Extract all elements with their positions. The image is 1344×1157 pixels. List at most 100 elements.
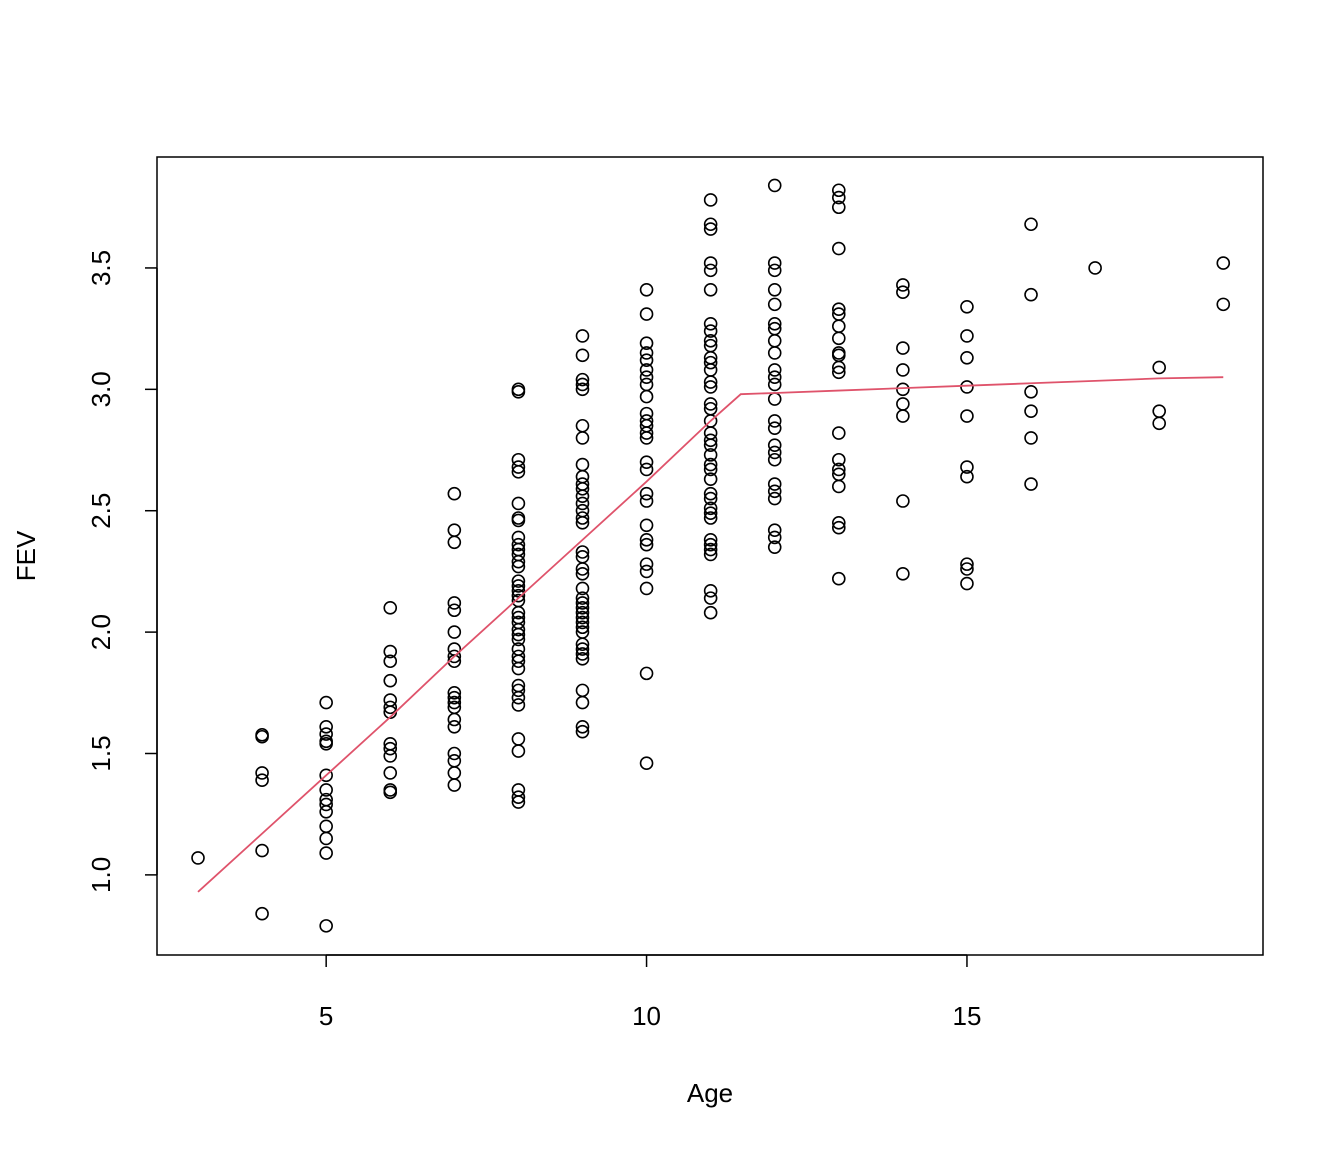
point bbox=[639, 307, 654, 321]
point bbox=[319, 819, 333, 834]
point bbox=[319, 846, 333, 860]
point bbox=[703, 537, 718, 552]
point bbox=[511, 537, 526, 552]
point bbox=[767, 414, 782, 428]
point bbox=[896, 341, 910, 355]
point bbox=[383, 654, 398, 669]
point bbox=[831, 571, 846, 586]
point bbox=[447, 753, 462, 768]
point bbox=[575, 545, 590, 559]
point bbox=[575, 642, 590, 656]
point bbox=[575, 601, 590, 615]
x-tick-label: 5 bbox=[319, 1001, 333, 1031]
point bbox=[639, 377, 654, 392]
point bbox=[767, 346, 782, 360]
y-tick-label: 1.0 bbox=[86, 857, 116, 893]
point bbox=[831, 462, 846, 477]
point bbox=[1088, 261, 1102, 275]
point bbox=[767, 438, 782, 452]
point bbox=[703, 472, 718, 486]
x-axis-label: Age bbox=[687, 1078, 733, 1108]
point bbox=[896, 494, 910, 508]
point bbox=[703, 542, 718, 557]
point bbox=[767, 333, 782, 348]
point bbox=[575, 496, 590, 511]
point bbox=[767, 484, 782, 499]
point bbox=[575, 610, 590, 625]
point bbox=[703, 222, 718, 236]
point bbox=[703, 501, 718, 516]
point bbox=[511, 559, 526, 574]
point bbox=[639, 486, 654, 501]
point bbox=[831, 200, 846, 215]
point bbox=[767, 421, 782, 435]
point bbox=[639, 581, 654, 596]
point bbox=[575, 637, 590, 652]
fit-line bbox=[197, 376, 1224, 893]
point bbox=[639, 370, 654, 384]
point bbox=[639, 462, 654, 477]
point bbox=[575, 724, 590, 739]
point bbox=[960, 557, 974, 571]
y-tick-label: 2.5 bbox=[86, 493, 116, 529]
point bbox=[767, 491, 782, 506]
point bbox=[383, 601, 398, 615]
point bbox=[960, 350, 974, 365]
point bbox=[447, 746, 462, 761]
point bbox=[703, 511, 718, 525]
point bbox=[575, 511, 590, 525]
point bbox=[511, 683, 526, 698]
point bbox=[383, 644, 398, 659]
point bbox=[831, 365, 846, 380]
point bbox=[767, 263, 782, 278]
point bbox=[575, 591, 590, 605]
point bbox=[960, 576, 974, 591]
point bbox=[575, 647, 590, 661]
point bbox=[767, 392, 782, 406]
point bbox=[639, 389, 654, 404]
y-tick-label: 1.5 bbox=[86, 735, 116, 771]
point bbox=[703, 448, 718, 462]
point bbox=[1024, 217, 1038, 232]
point bbox=[255, 766, 269, 780]
point bbox=[639, 494, 654, 508]
point bbox=[575, 489, 590, 503]
point bbox=[447, 695, 462, 710]
point bbox=[896, 278, 910, 292]
point bbox=[511, 661, 526, 676]
point bbox=[319, 804, 333, 819]
point bbox=[447, 778, 462, 792]
point bbox=[575, 719, 590, 734]
point bbox=[1024, 384, 1038, 399]
point bbox=[319, 736, 333, 751]
point bbox=[639, 353, 654, 368]
point bbox=[831, 479, 846, 494]
point bbox=[319, 783, 333, 797]
point bbox=[255, 906, 269, 921]
point bbox=[831, 426, 846, 440]
point bbox=[575, 457, 590, 472]
point bbox=[703, 547, 718, 562]
point bbox=[831, 190, 846, 205]
point bbox=[319, 919, 333, 933]
point bbox=[767, 452, 782, 467]
point bbox=[896, 567, 910, 581]
point bbox=[447, 719, 462, 734]
point bbox=[255, 729, 269, 744]
point bbox=[511, 554, 526, 569]
y-tick-label: 3.5 bbox=[86, 250, 116, 286]
point bbox=[383, 741, 398, 756]
point bbox=[639, 557, 654, 571]
point bbox=[383, 673, 398, 688]
point bbox=[639, 336, 654, 351]
point bbox=[1216, 256, 1231, 270]
point bbox=[575, 482, 590, 496]
point bbox=[575, 382, 590, 397]
point bbox=[319, 719, 333, 734]
point bbox=[1024, 431, 1038, 445]
point bbox=[703, 605, 718, 620]
point bbox=[639, 426, 654, 440]
point bbox=[575, 615, 590, 630]
point bbox=[511, 605, 526, 620]
